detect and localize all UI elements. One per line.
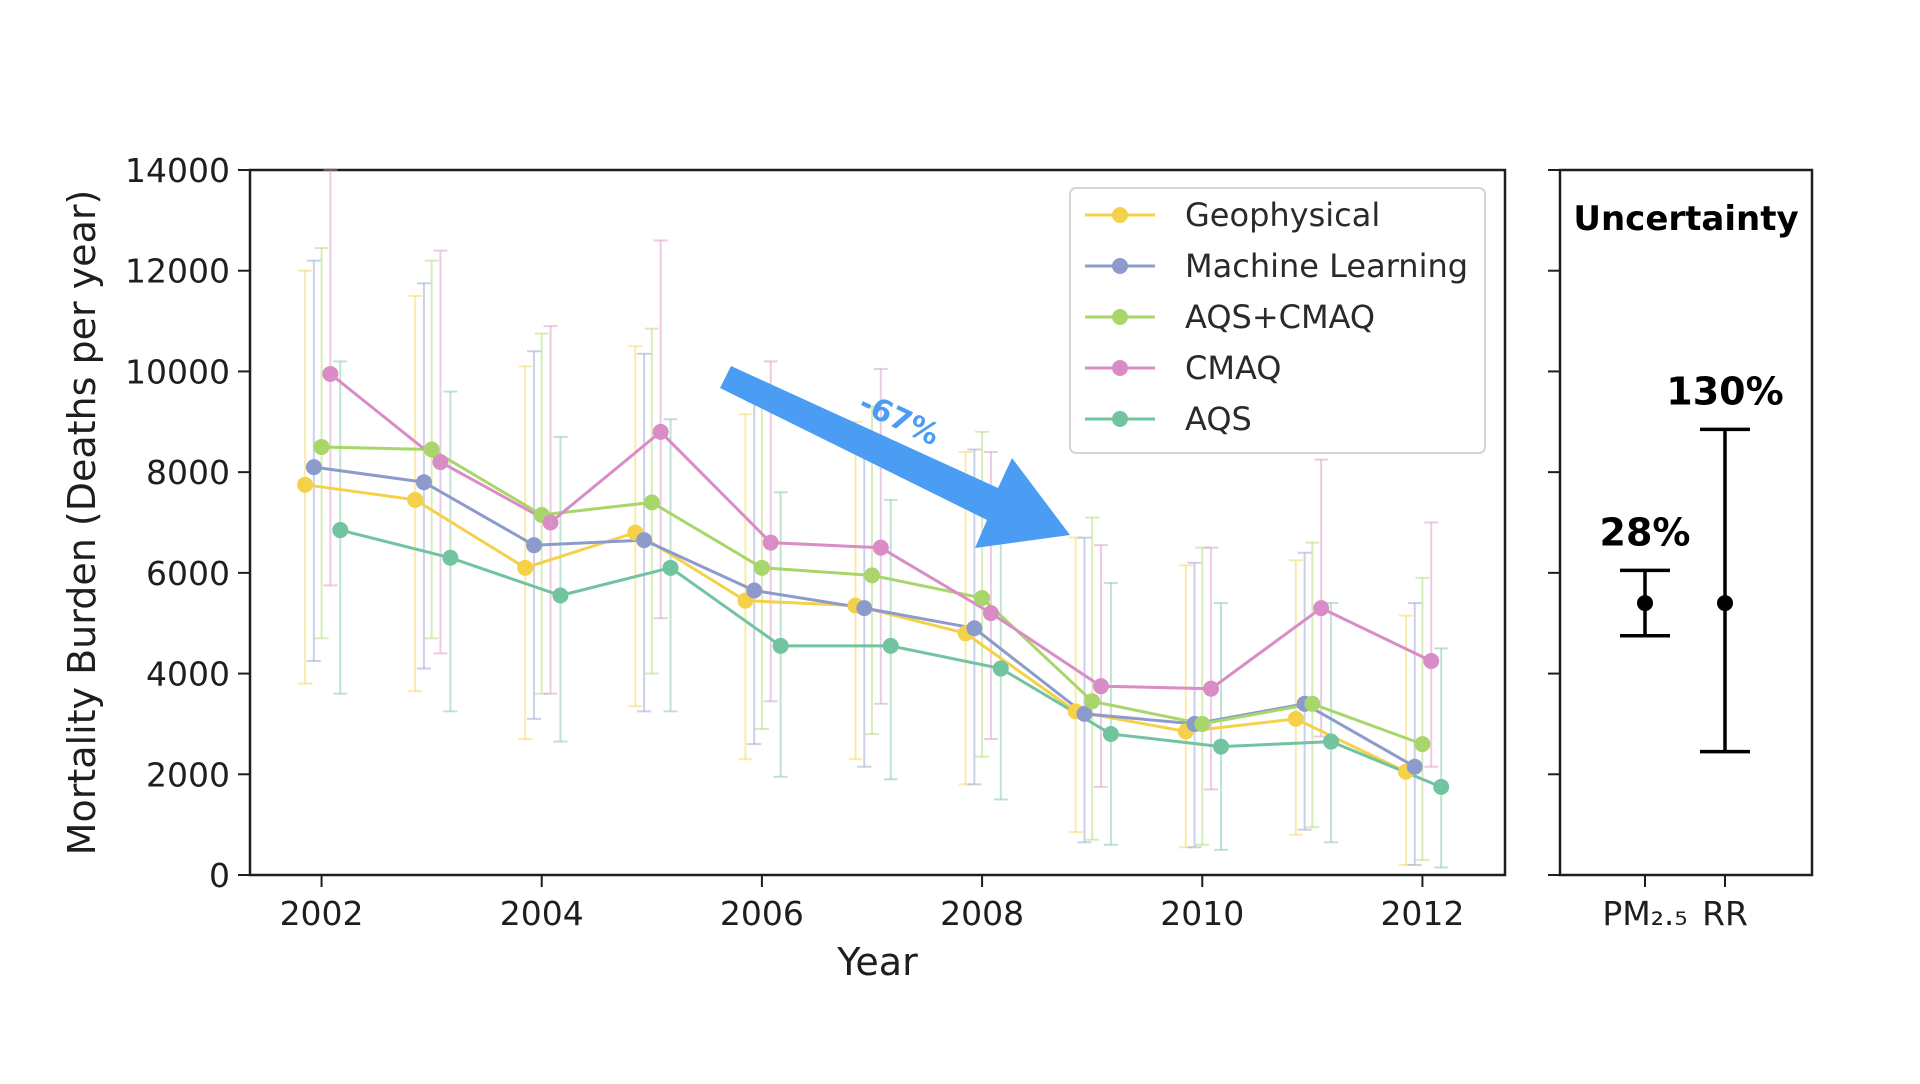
aqs-cmaq-data-point bbox=[1304, 695, 1321, 712]
machine-learning-data-point bbox=[1406, 758, 1423, 775]
aqs-data-point bbox=[992, 660, 1009, 677]
aqs-data-point bbox=[1433, 778, 1450, 795]
uncertainty-title: Uncertainty bbox=[1573, 199, 1798, 239]
aqs-data-point bbox=[442, 549, 459, 566]
legend-entry-label: Geophysical bbox=[1185, 196, 1380, 234]
legend-swatch-marker bbox=[1112, 258, 1128, 274]
machine-learning-data-point bbox=[526, 537, 543, 554]
legend-entry-label: CMAQ bbox=[1185, 349, 1281, 387]
machine-learning-data-point bbox=[305, 459, 322, 476]
main-plot-frame bbox=[248, 168, 1507, 877]
geophysical-data-point bbox=[297, 476, 314, 493]
uncertainty-category-label: RR bbox=[1702, 894, 1748, 933]
aqs-data-point bbox=[662, 559, 679, 576]
machine-learning-data-point bbox=[636, 532, 653, 549]
cmaq-data-point bbox=[652, 423, 669, 440]
aqs-cmaq-data-point bbox=[1194, 715, 1211, 732]
aqs-cmaq-data-point bbox=[974, 590, 991, 607]
aqs-data-point bbox=[1212, 738, 1229, 755]
y-tick-label: 8000 bbox=[146, 453, 230, 492]
aqs-cmaq-data-point bbox=[1084, 693, 1101, 710]
aqs-data-point bbox=[552, 587, 569, 604]
y-axis-title: Mortality Burden (Deaths per year) bbox=[60, 190, 104, 856]
geophysical-data-point bbox=[407, 491, 424, 508]
x-tick-label: 2012 bbox=[1380, 894, 1464, 933]
legend-swatch-marker bbox=[1112, 360, 1128, 376]
machine-learning-data-point bbox=[966, 620, 983, 637]
main-axes-layer: 0 2000 4000 6000 8000 10000 12000 14000 2002 2004… bbox=[60, 151, 1507, 984]
y-tick-label: 2000 bbox=[146, 755, 230, 794]
x-axis-title: Year bbox=[836, 940, 918, 984]
x-tick-label: 2010 bbox=[1160, 894, 1244, 933]
cmaq-data-point bbox=[1092, 678, 1109, 695]
geophysical-data-point bbox=[517, 559, 534, 576]
legend-box bbox=[1069, 187, 1486, 454]
aqs-data-point bbox=[1323, 733, 1340, 750]
machine-learning-data-point bbox=[415, 474, 432, 491]
legend-swatch-marker bbox=[1112, 309, 1128, 325]
machine-learning-data-point bbox=[1076, 705, 1093, 722]
aqs-cmaq-data-point bbox=[423, 441, 440, 458]
uncertainty-category-label: PM₂.₅ bbox=[1602, 894, 1687, 933]
aqs-cmaq-data-point bbox=[643, 494, 660, 511]
legend-entry-label: AQS+CMAQ bbox=[1185, 298, 1375, 336]
legend: Geophysical Machine Learning AQS+CMAQ CMAQ A… bbox=[1069, 187, 1486, 454]
machine-learning-data-point bbox=[856, 600, 873, 617]
cmaq-data-point bbox=[322, 365, 339, 382]
legend-entry-label: Machine Learning bbox=[1185, 247, 1468, 285]
x-tick-label: 2004 bbox=[500, 894, 584, 933]
x-tick-label: 2006 bbox=[720, 894, 804, 933]
cmaq-data-point bbox=[1313, 600, 1330, 617]
cmaq-data-point bbox=[762, 534, 779, 551]
uncertainty-panel: Uncertainty PM₂.₅ 28% RR 130% bbox=[1548, 168, 1814, 933]
aqs-cmaq-data-point bbox=[1414, 736, 1431, 753]
uncertainty-center-point bbox=[1637, 595, 1653, 612]
legend-swatch-marker bbox=[1112, 411, 1128, 427]
aqs-cmaq-data-point bbox=[863, 567, 880, 584]
cmaq-data-point bbox=[432, 454, 449, 471]
trend-arrow-icon bbox=[720, 366, 1070, 548]
x-tick-label: 2002 bbox=[280, 894, 364, 933]
uncertainty-percent-label: 130% bbox=[1666, 369, 1783, 413]
y-tick-label: 14000 bbox=[125, 151, 230, 190]
trend-arrow-layer: -67% bbox=[720, 366, 1070, 548]
cmaq-data-point bbox=[542, 514, 559, 531]
x-tick-label: 2008 bbox=[940, 894, 1024, 933]
cmaq-data-point bbox=[1203, 680, 1220, 697]
uncertainty-percent-label: 28% bbox=[1600, 510, 1691, 554]
aqs-data-point bbox=[772, 637, 789, 654]
cmaq-data-point bbox=[982, 605, 999, 622]
y-tick-label: 12000 bbox=[125, 252, 230, 291]
geophysical-data-point bbox=[1287, 710, 1304, 727]
legend-entry-label: AQS bbox=[1185, 400, 1252, 438]
aqs-cmaq-data-point bbox=[753, 559, 770, 576]
aqs-data-point bbox=[332, 522, 349, 539]
aqs-cmaq-data-point bbox=[313, 438, 330, 455]
data-point-layer bbox=[297, 365, 1450, 795]
uncertainty-plot-frame bbox=[1558, 168, 1814, 877]
y-tick-label: 10000 bbox=[125, 352, 230, 391]
aqs-data-point bbox=[882, 637, 899, 654]
y-tick-label: 4000 bbox=[146, 655, 230, 694]
machine-learning-data-point bbox=[746, 582, 763, 599]
uncertainty-center-point bbox=[1717, 595, 1733, 612]
y-tick-label: 6000 bbox=[146, 554, 230, 593]
cmaq-data-point bbox=[872, 539, 889, 556]
y-tick-label: 0 bbox=[209, 856, 230, 895]
cmaq-data-point bbox=[1423, 652, 1440, 669]
legend-swatch-marker bbox=[1112, 207, 1128, 223]
aqs-data-point bbox=[1102, 726, 1119, 742]
